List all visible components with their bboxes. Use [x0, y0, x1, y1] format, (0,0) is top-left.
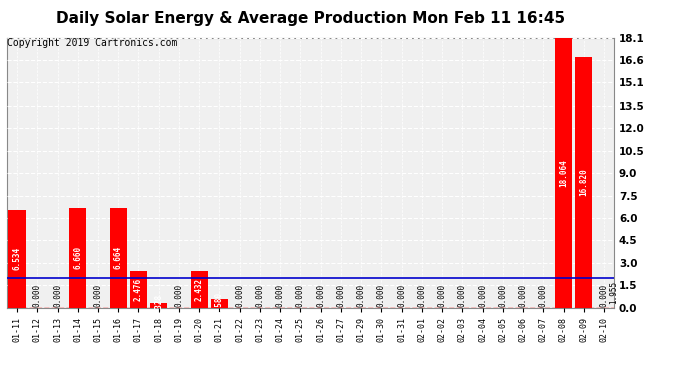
Bar — [555, 38, 572, 308]
Text: 0.000: 0.000 — [417, 284, 426, 307]
Text: 6.664: 6.664 — [114, 246, 123, 269]
Text: Daily Solar Energy & Average Production Mon Feb 11 16:45: Daily Solar Energy & Average Production … — [56, 11, 565, 26]
Text: 0.000: 0.000 — [53, 284, 62, 307]
Text: 0.000: 0.000 — [539, 284, 548, 307]
Bar — [69, 208, 86, 308]
Text: 2.432: 2.432 — [195, 278, 204, 301]
Text: 0.000: 0.000 — [457, 284, 467, 307]
Bar — [110, 208, 127, 308]
Text: 0.000: 0.000 — [93, 284, 103, 307]
Text: 0.000: 0.000 — [478, 284, 487, 307]
Bar — [190, 271, 208, 308]
Text: 0.000: 0.000 — [498, 284, 507, 307]
Text: 1.955: 1.955 — [609, 280, 619, 304]
Text: 0.000: 0.000 — [255, 284, 264, 307]
Text: 0.580: 0.580 — [215, 292, 224, 315]
Text: 6.534: 6.534 — [12, 247, 21, 270]
Text: 0.000: 0.000 — [235, 284, 244, 307]
Text: 0.000: 0.000 — [437, 284, 446, 307]
Text: 0.000: 0.000 — [316, 284, 325, 307]
Text: 0.000: 0.000 — [377, 284, 386, 307]
Text: Copyright 2019 Cartronics.com: Copyright 2019 Cartronics.com — [7, 38, 177, 48]
Text: 0.000: 0.000 — [397, 284, 406, 307]
Text: 0.000: 0.000 — [32, 284, 42, 307]
Bar — [575, 57, 592, 308]
Text: 18.064: 18.064 — [559, 159, 568, 187]
Text: 0.000: 0.000 — [518, 284, 528, 307]
Text: 0.000: 0.000 — [175, 284, 184, 307]
Bar — [130, 271, 147, 308]
Text: 6.660: 6.660 — [73, 246, 82, 269]
Bar — [211, 299, 228, 307]
Text: 0.000: 0.000 — [275, 284, 285, 307]
Text: 2.476: 2.476 — [134, 278, 143, 301]
Bar — [150, 303, 167, 307]
Bar — [8, 210, 26, 308]
Text: 0.000: 0.000 — [357, 284, 366, 307]
Text: 16.820: 16.820 — [579, 168, 589, 196]
Text: 0.000: 0.000 — [336, 284, 346, 307]
Text: 0.000: 0.000 — [600, 284, 609, 307]
Text: 0.328: 0.328 — [154, 294, 164, 316]
Text: 0.000: 0.000 — [296, 284, 305, 307]
